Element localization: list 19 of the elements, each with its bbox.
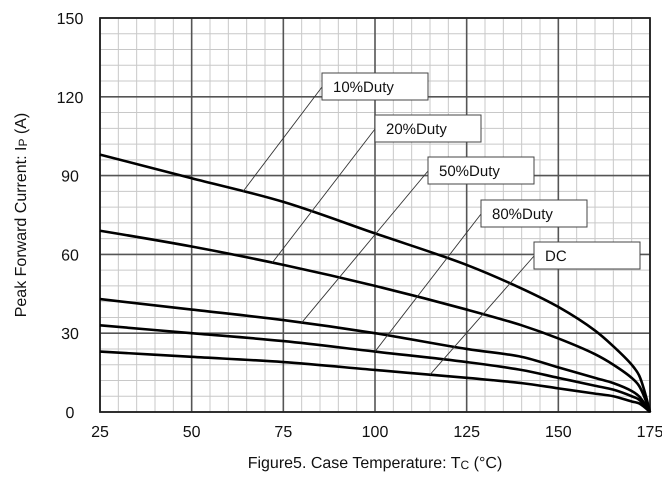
x-tick-label: 100 [362,424,388,441]
text: 20%Duty [386,121,448,138]
y-tick-label: 0 [66,405,75,422]
text: 80%Duty [492,206,554,223]
y-tick-label: 150 [56,11,84,28]
x-axis-title: Figure5. Case Temperature: TC (°C) [248,455,502,472]
y-tick-label: 30 [61,326,79,344]
x-tick-label: 150 [544,424,572,441]
y-axis-title: Peak Forward Current: IP (A) [13,112,30,318]
x-tick-label: 25 [91,424,109,441]
y-tick-label: 60 [61,247,79,264]
text: 50%Duty [439,163,500,180]
text: DC [545,248,567,265]
y-tick-label: 90 [61,168,79,186]
y-tick-label: 120 [56,90,84,107]
x-tick-label: 125 [453,424,480,441]
x-tick-label: 75 [274,424,292,441]
x-tick-label: 50 [182,424,201,441]
text: 10%Duty [333,79,394,96]
